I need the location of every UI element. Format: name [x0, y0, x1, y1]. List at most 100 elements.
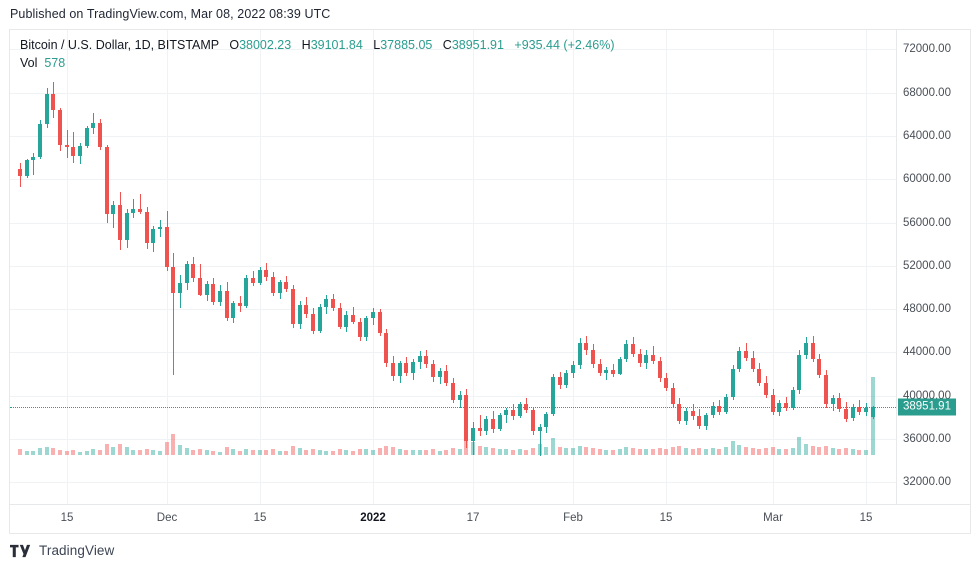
- time-tick-label: Feb: [563, 512, 583, 524]
- price-tick-label: 56000.00: [903, 216, 951, 229]
- candle-body: [271, 276, 275, 293]
- candle-body: [704, 415, 708, 427]
- volume-bar: [658, 448, 662, 455]
- candle-body: [518, 404, 522, 417]
- price-tick-label: 60000.00: [903, 173, 951, 186]
- candle-body: [864, 407, 868, 412]
- volume-bar: [844, 447, 848, 455]
- price-scale[interactable]: 72000.00 68000.00 64000.00 60000.00 56000.00…: [896, 30, 970, 504]
- time-gridline: [473, 30, 474, 504]
- candle-body: [364, 317, 368, 338]
- candle-wick: [480, 415, 481, 436]
- candle-body: [797, 354, 801, 391]
- footer: TradingView: [10, 543, 114, 558]
- candle-body: [584, 342, 588, 351]
- candle-body: [831, 397, 835, 405]
- volume-bar: [131, 449, 135, 455]
- volume-bar: [51, 447, 55, 455]
- volume-bar: [284, 451, 288, 455]
- candle-body: [404, 363, 408, 374]
- candle-wick: [173, 252, 174, 376]
- volume-bar: [558, 446, 562, 455]
- candle-body: [578, 342, 582, 366]
- current-price-badge[interactable]: 38951.91: [898, 398, 956, 416]
- volume-bar: [371, 449, 375, 455]
- volume-bar: [298, 448, 302, 455]
- candle-body: [304, 304, 308, 314]
- candle-body: [384, 333, 388, 364]
- volume-bar: [851, 448, 855, 455]
- volume-bar: [697, 448, 701, 455]
- volume-bar: [205, 449, 209, 455]
- chart-pane[interactable]: [10, 30, 896, 504]
- volume-bar: [717, 448, 721, 455]
- time-tick-label: Dec: [156, 512, 178, 524]
- volume-bar: [751, 447, 755, 455]
- candle-body: [677, 404, 681, 421]
- volume-bar: [624, 446, 628, 455]
- volume-bar: [544, 446, 548, 455]
- volume-bar: [125, 446, 129, 455]
- candle-body: [378, 312, 382, 333]
- candle-body: [218, 290, 222, 302]
- volume-bar: [518, 449, 522, 455]
- volume-bar: [18, 449, 22, 455]
- candle-body: [764, 382, 768, 395]
- volume-bar: [238, 450, 242, 455]
- volume-bar: [244, 449, 248, 455]
- volume-bar: [358, 448, 362, 455]
- price-tick-label: 44000.00: [903, 346, 951, 359]
- volume-bar: [531, 447, 535, 455]
- candle-body: [284, 282, 288, 289]
- candle-body: [324, 299, 328, 308]
- volume-bar: [391, 447, 395, 455]
- candle-body: [58, 110, 62, 145]
- candle-body: [804, 342, 808, 355]
- volume-bar: [817, 447, 821, 455]
- candle-body: [658, 361, 662, 379]
- volume-bar: [191, 449, 195, 455]
- volume-bar: [584, 447, 588, 455]
- volume-bar: [618, 448, 622, 455]
- candle-body: [711, 405, 715, 416]
- volume-bar: [165, 441, 169, 455]
- volume-bar: [664, 448, 668, 455]
- volume-bar: [498, 448, 502, 455]
- candle-body: [91, 123, 95, 129]
- time-tick-label: Mar: [763, 512, 783, 524]
- time-gridline: [67, 30, 68, 504]
- volume-bar: [304, 450, 308, 455]
- candle-body: [851, 406, 855, 419]
- volume-bar: [278, 450, 282, 455]
- volume-bar: [438, 450, 442, 455]
- volume-bar: [271, 449, 275, 455]
- time-scale[interactable]: 15 Dec 15 2022 17 Feb 15 Mar 15: [10, 504, 970, 533]
- candle-body: [264, 270, 268, 277]
- candle-body: [511, 409, 515, 417]
- volume-bar: [478, 445, 482, 455]
- volume-bar: [318, 449, 322, 455]
- candle-body: [871, 407, 875, 418]
- volume-bar: [384, 445, 388, 455]
- time-gridline: [866, 30, 867, 504]
- candle-body: [391, 363, 395, 377]
- volume-bar: [105, 444, 109, 455]
- volume-bar: [225, 447, 229, 455]
- volume-bar: [98, 450, 102, 455]
- candle-wick: [140, 194, 141, 214]
- candle-wick: [33, 153, 34, 175]
- time-tick-label: 2022: [360, 512, 386, 524]
- volume-bar: [764, 448, 768, 455]
- candle-body: [178, 283, 182, 293]
- volume-bar: [431, 449, 435, 455]
- volume-bar: [644, 449, 648, 455]
- price-tick-label: 68000.00: [903, 86, 951, 99]
- volume-bar: [564, 447, 568, 455]
- volume-bar: [771, 447, 775, 455]
- candle-body: [31, 156, 35, 161]
- volume-bar: [484, 447, 488, 455]
- volume-bar: [504, 449, 508, 455]
- volume-bar: [824, 445, 828, 455]
- candle-body: [371, 312, 375, 318]
- candle-wick: [540, 423, 541, 457]
